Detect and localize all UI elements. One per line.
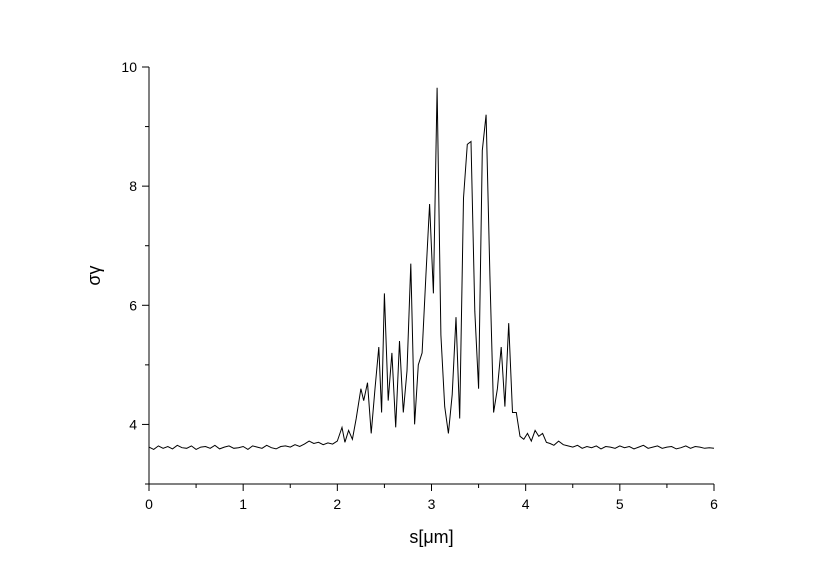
x-tick-label: 2 [333,496,341,512]
y-axis-title: σγ [84,265,104,285]
tick-labels: 0 1 2 3 4 5 6 4 6 8 10 [121,59,718,512]
x-tick-label: 1 [239,496,247,512]
y-tick-label: 8 [129,178,137,194]
x-tick-label: 3 [428,496,436,512]
y-tick-label: 6 [129,297,137,313]
axes [148,67,714,485]
axis-ticks [142,66,715,491]
x-tick-label: 6 [710,496,718,512]
y-tick-label: 4 [129,416,137,432]
series-line [148,87,715,451]
x-tick-label: 5 [616,496,624,512]
x-tick-label: 0 [145,496,153,512]
x-axis-title: s[μm] [409,527,453,547]
y-tick-label: 10 [121,59,137,75]
x-tick-label: 4 [522,496,530,512]
